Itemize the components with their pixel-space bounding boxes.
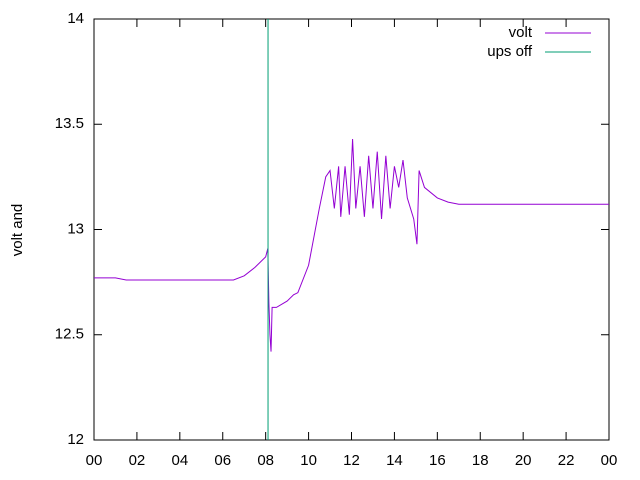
y-axis-label: volt and <box>9 204 26 257</box>
x-tick-label: 18 <box>472 452 489 469</box>
y-tick-label: 14 <box>67 10 84 27</box>
x-tick-label: 12 <box>343 452 360 469</box>
x-tick-label: 00 <box>601 452 618 469</box>
y-tick-label: 13.5 <box>55 115 84 132</box>
x-tick-label: 06 <box>214 452 231 469</box>
legend-label: volt <box>509 24 533 41</box>
y-tick-label: 12.5 <box>55 326 84 343</box>
x-tick-label: 04 <box>171 452 188 469</box>
x-tick-label: 10 <box>300 452 317 469</box>
series-line <box>94 138 609 352</box>
x-tick-label: 20 <box>515 452 532 469</box>
plot-frame <box>93 18 610 441</box>
x-tick-label: 02 <box>129 452 146 469</box>
legend-label: ups off <box>487 43 533 60</box>
x-tick-label: 16 <box>429 452 446 469</box>
y-tick-label: 12 <box>67 431 84 448</box>
x-tick-label: 00 <box>86 452 103 469</box>
y-tick-label: 13 <box>67 220 84 237</box>
x-tick-label: 14 <box>386 452 403 469</box>
x-tick-label: 08 <box>257 452 274 469</box>
x-tick-label: 22 <box>558 452 575 469</box>
